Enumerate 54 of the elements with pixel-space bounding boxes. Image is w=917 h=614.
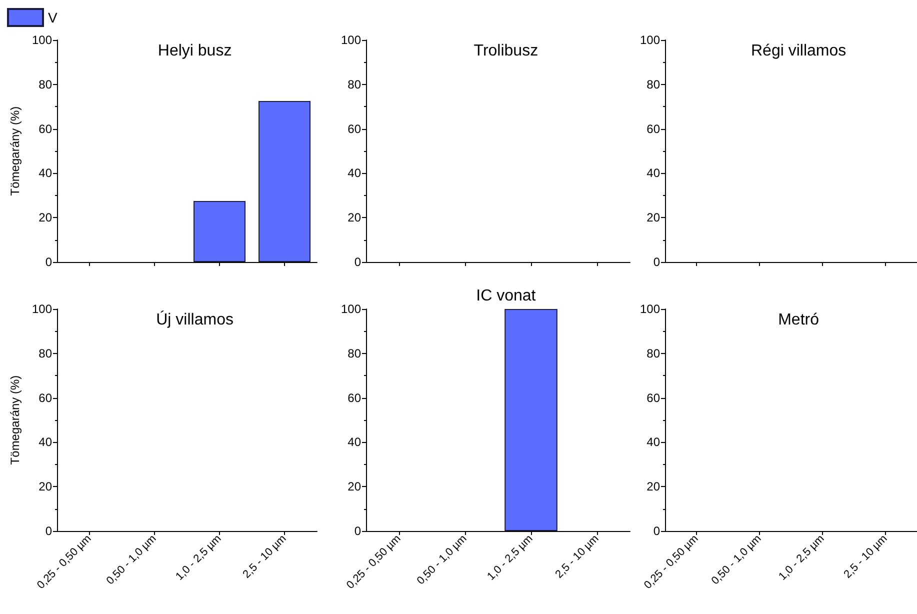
y-tick-label: 80 [38, 77, 52, 92]
y-axis-title: Tömegarány (%) [8, 375, 22, 465]
y-tick-label: 40 [348, 166, 362, 180]
y-tick-label: 0 [45, 524, 52, 538]
y-tick-label: 80 [646, 77, 660, 92]
y-tick-label: 80 [646, 346, 660, 360]
y-tick-label: 60 [38, 122, 52, 136]
chart-title: Trolibusz [474, 42, 538, 60]
y-tick-label: 0 [653, 524, 660, 538]
chart-title: Új villamos [156, 310, 234, 328]
y-tick-label: 80 [348, 346, 362, 360]
x-tick-label: 2,5 - 10 µm [240, 532, 289, 581]
y-tick-label: 20 [38, 210, 52, 225]
y-tick-label: 40 [348, 435, 362, 450]
y-tick-label: 20 [646, 480, 660, 494]
y-tick-label: 60 [348, 390, 362, 405]
y-tick-label: 100 [32, 33, 52, 47]
y-tick-label: 0 [653, 255, 660, 269]
y-tick-label: 40 [646, 166, 660, 180]
x-tick-label: 0,50 - 1,0 µm [104, 532, 159, 588]
y-tick-label: 0 [354, 255, 362, 269]
y-tick-label: 100 [340, 302, 362, 316]
y-tick-label: 60 [646, 122, 660, 136]
y-tick-label: 100 [640, 33, 660, 47]
chart-title: Metró [778, 312, 820, 328]
y-tick-label: 80 [38, 346, 52, 360]
legend-label: V [48, 10, 58, 26]
y-tick-label: 0 [354, 524, 362, 538]
y-tick-label: 40 [38, 435, 52, 450]
y-tick-label: 40 [38, 166, 52, 180]
y-axis-title: Tömegarány (%) [8, 106, 22, 196]
x-tick-label: 1,0 - 2,5 µm [174, 532, 224, 583]
y-tick-label: 20 [38, 480, 52, 494]
y-tick-label: 40 [646, 435, 660, 450]
chart-title: Régi villamos [750, 42, 846, 60]
x-tick-label: 1,0 - 2,5 µm [776, 532, 827, 583]
x-tick-label: 1,0 - 2,5 µm [485, 532, 536, 583]
y-tick-label: 0 [45, 255, 52, 269]
y-tick-label: 20 [646, 210, 660, 225]
y-tick-label: 100 [32, 302, 52, 316]
y-tick-label: 20 [348, 210, 362, 225]
x-tick-label: 2,5 - 10 µm [842, 532, 890, 581]
y-tick-label: 100 [340, 33, 362, 47]
x-tick-label: 0,50 - 1,0 µm [414, 532, 470, 588]
x-tick-label: 2,5 - 10 µm [553, 532, 602, 581]
y-tick-label: 80 [348, 77, 362, 92]
x-tick-label: 0,50 - 1,0 µm [709, 532, 764, 588]
y-tick-label: 60 [348, 122, 362, 136]
chart-title: IC vonat [476, 288, 536, 304]
y-tick-label: 20 [348, 480, 362, 494]
y-tick-label: 60 [38, 390, 52, 405]
chart-title: Helyi busz [158, 42, 232, 60]
y-tick-label: 100 [640, 302, 660, 316]
y-tick-label: 60 [646, 390, 660, 405]
